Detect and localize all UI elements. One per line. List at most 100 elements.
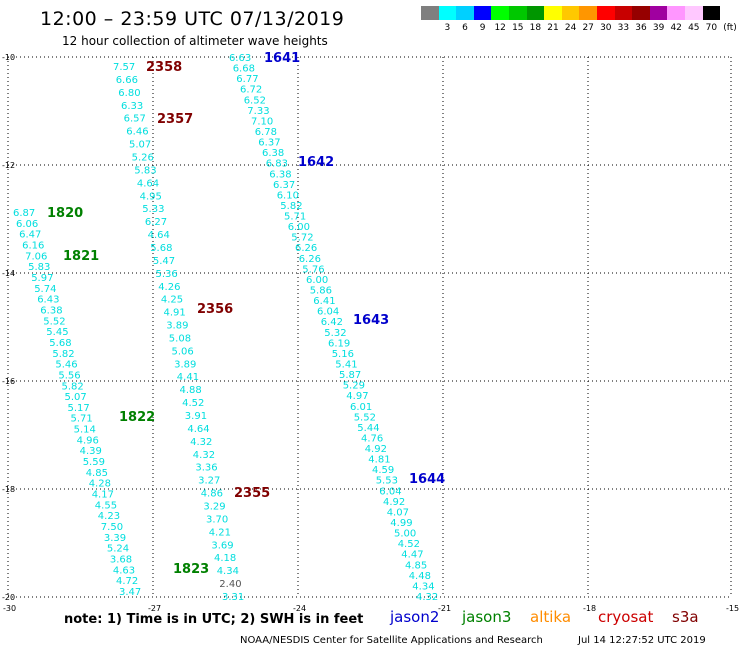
pass-time-label: 1642 xyxy=(298,155,334,170)
wave-height-value: 4.97 xyxy=(346,391,368,402)
pass-time-label: 1822 xyxy=(119,410,155,425)
longitude-label: -21 xyxy=(438,604,451,613)
wave-height-value: 4.55 xyxy=(95,500,117,511)
wave-height-value: 4.25 xyxy=(161,295,183,306)
wave-height-value: 4.28 xyxy=(89,479,111,490)
wave-height-value: 5.29 xyxy=(343,381,365,392)
wave-height-value: 5.41 xyxy=(335,360,357,371)
color-bin-label: 33 xyxy=(617,23,630,33)
latitude-label: -14 xyxy=(2,269,15,278)
wave-height-value: 5.82 xyxy=(280,201,302,212)
wave-height-value: 4.92 xyxy=(383,497,405,508)
color-bin xyxy=(614,6,633,20)
wave-height-value: 6.16 xyxy=(22,241,44,252)
wave-height-value: 4.86 xyxy=(201,489,223,500)
pass-time-label: 2357 xyxy=(157,112,193,127)
wave-height-value: 5.82 xyxy=(62,381,84,392)
color-bin-label: 70 xyxy=(705,23,718,33)
wave-height-value: 5.08 xyxy=(169,334,191,345)
latitude-label: -18 xyxy=(2,485,15,494)
wave-height-value: 6.01 xyxy=(350,402,372,413)
wave-height-value: 5.68 xyxy=(49,338,71,349)
color-bin-label: 42 xyxy=(670,23,682,33)
pass-time-label: 2355 xyxy=(234,486,270,501)
wave-height-value: 5.36 xyxy=(156,269,178,280)
wave-height-value: 4.52 xyxy=(182,398,204,409)
wave-height-value: 6.68 xyxy=(233,64,255,75)
wave-height-value: 3.27 xyxy=(198,476,220,487)
wave-height-value: 3.70 xyxy=(206,514,228,525)
wave-height-value: 6.37 xyxy=(273,180,295,191)
wave-height-color-scale xyxy=(421,6,721,20)
wave-height-value: 3.91 xyxy=(185,411,207,422)
wave-height-value: 2.40 xyxy=(219,579,241,590)
wave-height-value: 3.39 xyxy=(104,533,126,544)
pass-time-label: 1643 xyxy=(353,313,389,328)
wave-height-value: 4.52 xyxy=(398,539,420,550)
color-bin-label: 27 xyxy=(582,23,594,33)
wave-height-value: 4.21 xyxy=(209,527,231,538)
wave-height-value: 6.83 xyxy=(266,159,288,170)
color-bin-label: 3 xyxy=(444,23,451,33)
legend-s3a: s3a xyxy=(672,608,699,626)
color-bin xyxy=(561,6,580,20)
color-scale-unit: (ft) xyxy=(723,23,737,33)
wave-height-value: 3.29 xyxy=(203,502,225,513)
color-bin-label: 12 xyxy=(494,23,506,33)
wave-height-value: 6.80 xyxy=(118,88,140,99)
color-bin-label: 6 xyxy=(462,23,468,33)
latitude-label: -20 xyxy=(2,593,15,602)
wave-height-value: 5.71 xyxy=(284,212,306,223)
pass-time-label: 2358 xyxy=(146,60,182,75)
wave-height-value: 4.95 xyxy=(140,191,162,202)
wave-height-value: 4.96 xyxy=(77,435,99,446)
color-bin xyxy=(508,6,527,20)
wave-height-value: 4.32 xyxy=(193,450,215,461)
wave-height-value: 6.52 xyxy=(244,95,266,106)
wave-height-value: 5.76 xyxy=(302,264,324,275)
pass-time-labels: 2358 2357 2356 2355 1641 1642 1643 1644 1820 1821… xyxy=(47,51,445,577)
wave-height-value: 6.26 xyxy=(299,254,321,265)
wave-height-value: 7.06 xyxy=(25,251,47,262)
wave-height-value: 5.72 xyxy=(291,233,313,244)
wave-height-value: 6.78 xyxy=(255,127,277,138)
wave-height-value: 4.18 xyxy=(214,553,236,564)
wave-height-value: 6.27 xyxy=(145,217,167,228)
wave-height-value: 5.44 xyxy=(357,423,379,434)
color-bin xyxy=(579,6,597,20)
map-subtitle: 12 hour collection of altimeter wave hei… xyxy=(62,34,328,48)
wave-height-value: 5.68 xyxy=(150,243,172,254)
color-bin xyxy=(596,6,615,20)
color-bin xyxy=(473,6,492,20)
legend-altika: altika xyxy=(530,608,572,626)
lat-lon-grid xyxy=(7,56,732,598)
color-bin-label: 36 xyxy=(635,23,647,33)
wave-height-value: 6.42 xyxy=(321,317,343,328)
wave-height-value: 4.72 xyxy=(116,576,138,587)
wave-height-value: 5.06 xyxy=(172,346,194,357)
wave-height-value: 6.37 xyxy=(258,138,280,149)
wave-height-value: 4.34 xyxy=(412,581,434,592)
color-bin xyxy=(421,6,439,20)
longitude-label: -27 xyxy=(148,604,161,613)
pass-time-label: 1821 xyxy=(63,249,99,264)
latitude-label: -16 xyxy=(2,377,15,386)
legend-jason3: jason3 xyxy=(462,608,512,626)
legend-cryosat: cryosat xyxy=(598,608,654,626)
longitude-label: -18 xyxy=(583,604,596,613)
color-bin-label: 30 xyxy=(600,23,612,33)
color-bin-label: 45 xyxy=(688,23,700,33)
wave-height-value: 5.07 xyxy=(65,392,87,403)
wave-height-value: 4.26 xyxy=(158,282,180,293)
axis-labels: -10 -12 -14 -16 -18 -20 -30 -27 -24 -21 -18 -15 xyxy=(2,53,739,613)
wave-height-value: 6.46 xyxy=(126,127,148,138)
credit-line: NOAA/NESDIS Center for Satellite Applica… xyxy=(240,635,543,646)
wave-height-value: 6.63 xyxy=(229,53,251,64)
wave-height-value: 6.10 xyxy=(277,190,299,201)
wave-height-value: 6.38 xyxy=(262,148,284,159)
wave-height-value: 5.45 xyxy=(46,327,68,338)
altimeter-tracks: 7.576.666.806.336.576.465.075.265.834.64… xyxy=(13,53,438,603)
wave-height-value: 4.64 xyxy=(137,178,159,189)
wave-height-value: 6.38 xyxy=(40,306,62,317)
wave-height-value: 3.36 xyxy=(195,463,217,474)
